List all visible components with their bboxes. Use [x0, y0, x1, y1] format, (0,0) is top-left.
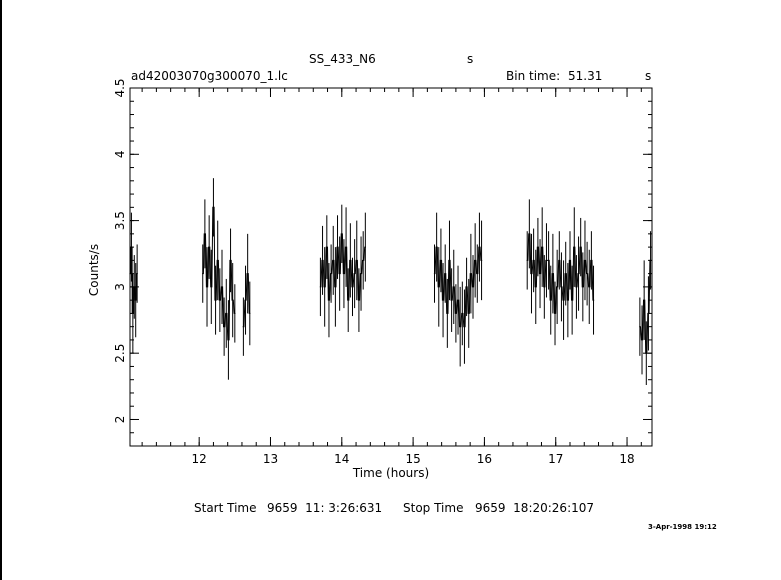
y-tick-label: 3	[113, 283, 127, 291]
x-tick-label: 17	[548, 452, 563, 466]
start-time-value: 9659 11: 3:26:631	[267, 501, 383, 515]
light-curve-segment	[319, 233, 366, 301]
x-tick-label: 15	[405, 452, 420, 466]
chart-title: SS_433_N6	[309, 52, 376, 66]
y-tick-label: 4	[113, 150, 127, 158]
y-tick-label: 3.5	[113, 211, 127, 230]
date-stamp: 3-Apr-1998 19:12	[648, 523, 717, 531]
light-curve-segment	[129, 246, 138, 314]
y-axis-label: Counts/s	[87, 244, 101, 296]
light-curve-segment	[639, 259, 652, 354]
left-border	[0, 0, 2, 580]
x-tick-label: 12	[192, 452, 207, 466]
chart-title-suffix: s	[467, 52, 474, 66]
bin-time-value: 51.31	[568, 69, 603, 83]
start-time-label: Start Time	[194, 501, 257, 515]
light-curve-segment	[202, 206, 236, 341]
x-tick-label: 13	[263, 452, 278, 466]
stop-time-label: Stop Time	[403, 501, 464, 515]
y-tick-label: 2	[113, 416, 127, 424]
file-name: ad42003070g300070_1.lc	[131, 69, 288, 83]
light-curve-segment	[242, 273, 251, 328]
bin-time-label: Bin time:	[506, 69, 561, 83]
data-layer	[129, 178, 652, 386]
y-tick-label: 4.5	[113, 78, 127, 97]
light-curve-segment	[526, 233, 595, 314]
x-tick-label: 14	[334, 452, 349, 466]
bin-time-unit: s	[645, 69, 652, 83]
y-tick-label: 2.5	[113, 344, 127, 363]
stop-time-value: 9659 18:20:26:107	[475, 501, 595, 515]
x-axis-label: Time (hours)	[352, 466, 429, 480]
x-tick-label: 18	[619, 452, 634, 466]
x-tick-label: 16	[477, 452, 492, 466]
